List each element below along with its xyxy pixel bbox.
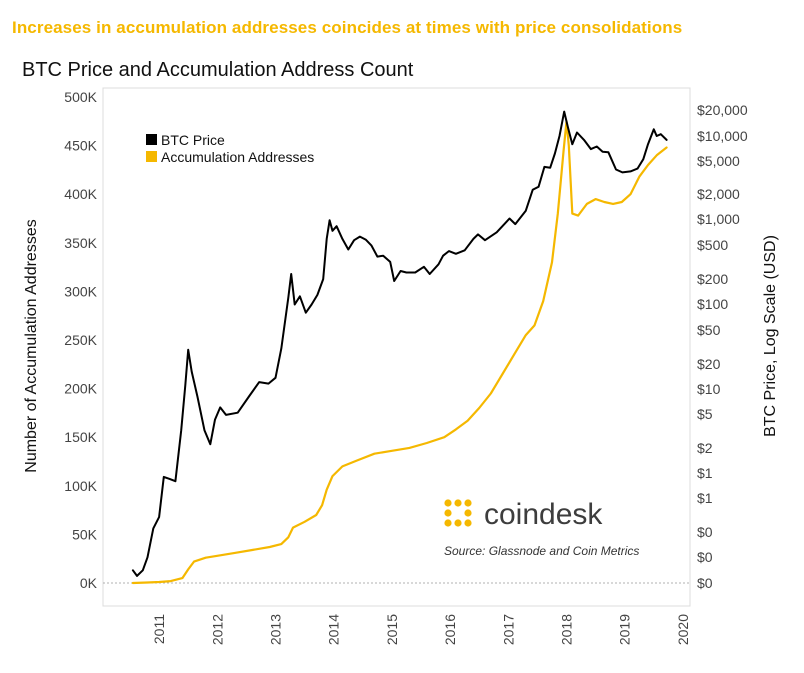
y-tick-label: 200K — [64, 381, 97, 397]
x-tick-label: 2016 — [442, 614, 458, 645]
series-line-btc-price — [131, 110, 668, 577]
x-tick-label: 2018 — [559, 614, 575, 645]
legend: BTC Price Accumulation Addresses — [146, 132, 314, 165]
y-tick-label: 250K — [64, 332, 97, 348]
y-tick-label: 150K — [64, 429, 97, 445]
y-axis-label-right: BTC Price, Log Scale (USD) — [762, 235, 779, 437]
y2-tick-label: $2,000 — [697, 186, 740, 202]
legend-swatch-accumulation-addresses — [146, 151, 157, 162]
y-tick-label: 350K — [64, 235, 97, 251]
x-tick-label: 2015 — [384, 614, 400, 645]
y2-tick-label: $2 — [697, 440, 713, 456]
series-layer — [131, 110, 668, 585]
x-tick-label: 2017 — [500, 614, 516, 645]
y2-tick-label: $0 — [697, 549, 713, 565]
x-tick-label: 2019 — [617, 614, 633, 645]
y2-tick-label: $1 — [697, 490, 713, 506]
y-axis-left: 0K 50K 100K 150K 200K 250K 300K 350K 400K 450K 500… — [64, 89, 97, 591]
y2-tick-label: $100 — [697, 296, 728, 312]
y2-tick-label: $5,000 — [697, 153, 740, 169]
source-note: Source: Glassnode and Coin Metrics — [444, 544, 639, 558]
y-tick-label: 450K — [64, 138, 97, 154]
plot-frame — [102, 87, 691, 607]
y-tick-label: 0K — [80, 575, 98, 591]
x-tick-label: 2020 — [675, 614, 691, 645]
y-tick-label: 400K — [64, 186, 97, 202]
y2-tick-label: $0 — [697, 524, 713, 540]
y2-tick-label: $20,000 — [697, 102, 748, 118]
y-tick-label: 300K — [64, 283, 97, 299]
coindesk-logo-icon — [444, 499, 472, 527]
y2-tick-label: $200 — [697, 271, 728, 287]
coindesk-logo-text: coindesk — [484, 498, 603, 531]
y2-tick-label: $0 — [697, 575, 713, 591]
y2-tick-label: $50 — [697, 322, 721, 338]
y2-tick-label: $10 — [697, 381, 721, 397]
x-tick-label: 2011 — [151, 614, 167, 644]
y2-tick-label: $5 — [697, 406, 713, 422]
y2-tick-label: $20 — [697, 356, 721, 372]
legend-label-btc-price: BTC Price — [161, 132, 225, 148]
y-tick-label: 100K — [64, 478, 97, 494]
y-axis-right: $20,000 $10,000 $5,000 $2,000 $1,000 $500 $200… — [697, 102, 748, 591]
y-tick-label: 50K — [72, 526, 98, 542]
y2-tick-label: $1 — [697, 465, 713, 481]
y-tick-label: 500K — [64, 89, 97, 105]
y2-tick-label: $500 — [697, 237, 728, 253]
legend-label-accumulation-addresses: Accumulation Addresses — [161, 149, 314, 165]
x-axis: 2011 2012 2013 2014 2015 2016 2017 2018 2019 2020 — [151, 614, 691, 645]
headline: Increases in accumulation addresses coin… — [12, 18, 683, 37]
y-axis-label-left: Number of Accumulation Addresses — [23, 219, 40, 472]
y2-tick-label: $10,000 — [697, 128, 748, 144]
x-tick-label: 2013 — [268, 614, 284, 645]
x-tick-label: 2014 — [326, 614, 342, 645]
legend-swatch-btc-price — [146, 134, 157, 145]
x-tick-label: 2012 — [209, 614, 225, 645]
chart-title: BTC Price and Accumulation Address Count — [22, 59, 414, 81]
coindesk-logo: coindesk — [444, 498, 603, 531]
series-line-accumulation-addresses — [131, 120, 668, 585]
y2-tick-label: $1,000 — [697, 211, 740, 227]
